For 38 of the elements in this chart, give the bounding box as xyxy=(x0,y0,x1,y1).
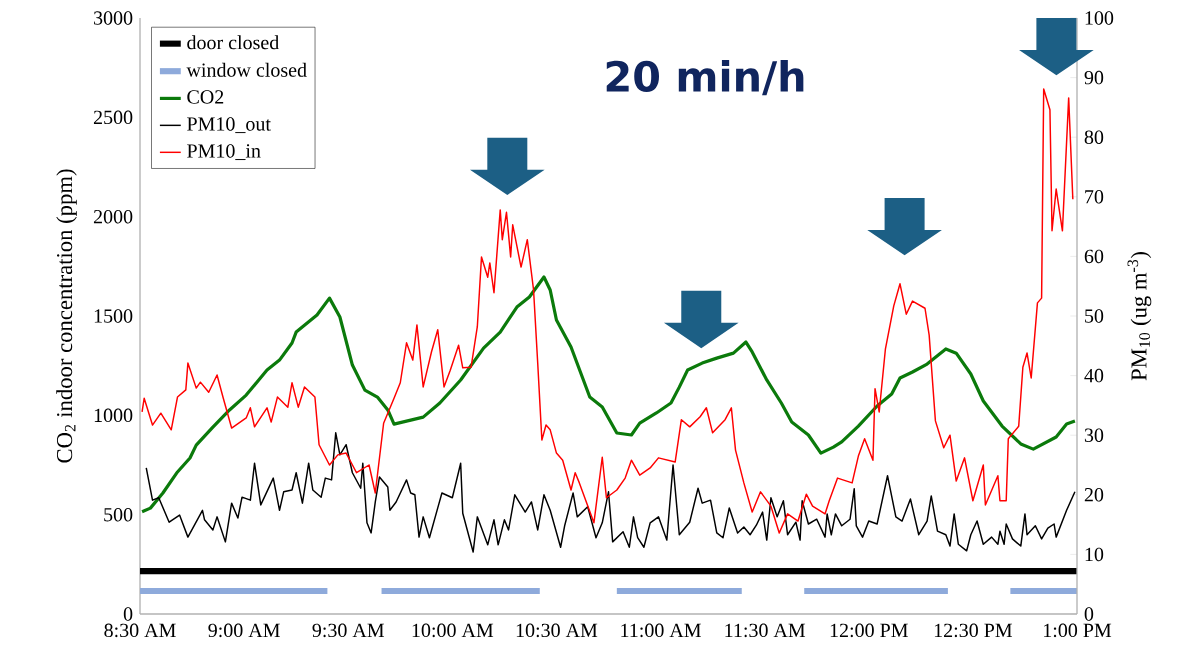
y2-tick-label: 90 xyxy=(1084,70,1104,85)
line-series xyxy=(140,275,1077,514)
x-tick-label: 11:00 AM xyxy=(621,623,701,638)
legend-label: PM10_in xyxy=(187,144,261,161)
x-tick-label: 8:30 AM xyxy=(104,623,176,638)
x-tick-label: 10:00 AM xyxy=(412,623,494,638)
y2-tick-label: 30 xyxy=(1084,428,1104,442)
x-tick-label: 11:30 AM xyxy=(725,623,806,638)
y-tick-label: 3000 xyxy=(94,11,133,25)
y2-tick-label: 10 xyxy=(1085,547,1104,562)
y2-tick-label: 70 xyxy=(1085,190,1104,204)
y-tick-label: 500 xyxy=(104,507,133,522)
x-tick-label: 12:30 PM xyxy=(934,623,1013,638)
legend-label: PM10_out xyxy=(187,117,271,134)
legend-label: window closed xyxy=(186,62,307,77)
x-tick-label: 12:00 PM xyxy=(830,623,908,638)
y2-axis-title: PM$_{10}$ (ug m$^{-3}$) xyxy=(1127,252,1152,381)
y-tick-label: 2500 xyxy=(93,110,133,125)
x-tick-label: 9:30 AM xyxy=(312,623,385,638)
x-tick-label: 10:30 AM xyxy=(516,623,598,638)
y2-tick-label: 40 xyxy=(1084,368,1104,383)
y2-tick-label: 80 xyxy=(1084,130,1104,144)
y2-tick-label: 100 xyxy=(1085,11,1114,25)
line-series xyxy=(145,432,1076,553)
legend-label: door closed xyxy=(187,35,280,50)
y-tick-label: 0 xyxy=(123,607,133,621)
y2-tick-label: 0 xyxy=(1084,607,1094,621)
y-tick-label: 2000 xyxy=(93,209,133,224)
y-axis-title: CO$_{2}$ indoor concentration (ppm) xyxy=(56,169,77,463)
annotation: 20 min/h xyxy=(606,59,804,96)
y-tick-label: 1500 xyxy=(94,309,133,323)
legend-label: CO2 xyxy=(187,90,224,104)
x-tick-label: 9:00 AM xyxy=(208,623,280,638)
x-tick-label: 1:00 PM xyxy=(1044,623,1112,638)
y2-tick-label: 60 xyxy=(1084,249,1104,264)
y2-tick-label: 50 xyxy=(1085,309,1104,323)
y-tick-label: 1000 xyxy=(94,408,133,423)
y2-tick-label: 20 xyxy=(1084,488,1104,502)
